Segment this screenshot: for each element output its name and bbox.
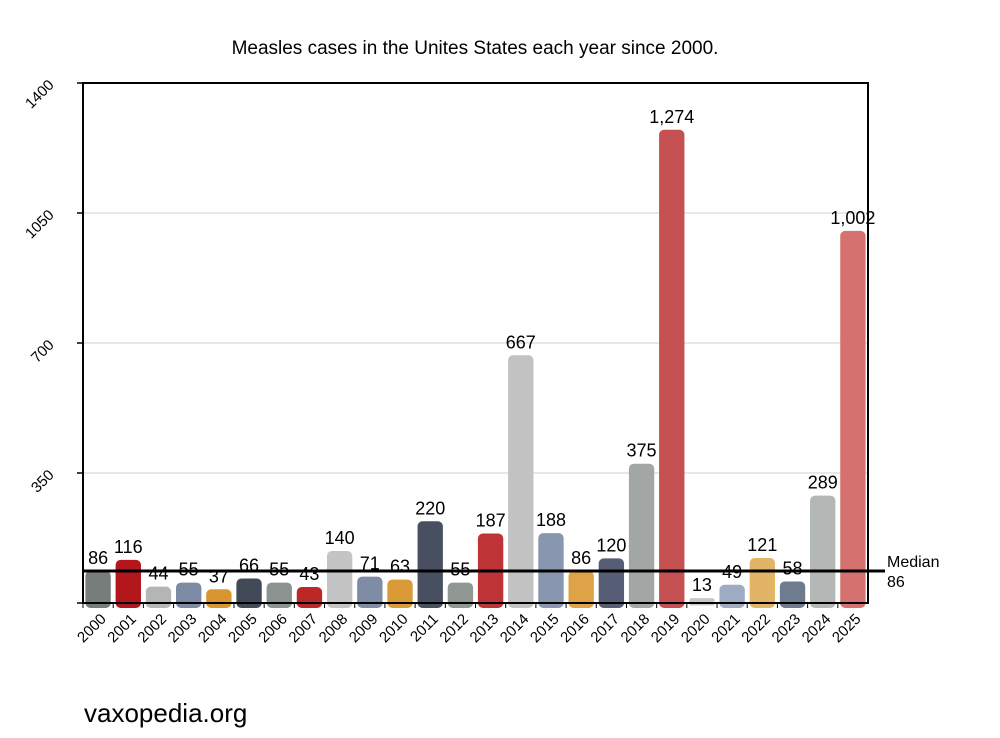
x-tick-label: 2004	[195, 611, 231, 647]
bar	[719, 584, 745, 608]
value-label: 44	[148, 564, 168, 584]
value-label: 140	[325, 528, 355, 548]
value-label: 120	[596, 535, 626, 555]
value-label: 63	[390, 557, 410, 577]
x-tick-label: 2011	[407, 611, 442, 646]
x-tick-label: 2003	[165, 611, 201, 647]
value-label: 86	[571, 548, 591, 568]
plot-frame	[82, 82, 869, 604]
source-credit: vaxopedia.org	[84, 698, 248, 728]
x-tick-label: 2000	[74, 611, 110, 647]
median: Median 86	[83, 554, 939, 591]
bar	[779, 581, 806, 608]
bar	[85, 571, 111, 608]
x-tick-label: 2014	[497, 611, 533, 647]
x-tick-label: 2022	[738, 611, 774, 647]
x-tick-label: 2002	[134, 611, 170, 647]
value-labels: 8611644553766554314071632205518766718886…	[88, 107, 875, 595]
y-tick-label: 1400	[22, 77, 58, 113]
bar	[266, 582, 292, 608]
bar	[236, 578, 262, 608]
bar	[810, 495, 836, 608]
median-label: Median	[887, 554, 939, 571]
bar	[206, 589, 232, 608]
value-label: 667	[506, 332, 536, 352]
x-tick-label: 2007	[285, 611, 321, 647]
bar	[145, 586, 172, 608]
value-label: 13	[692, 575, 712, 595]
x-tick-label: 2008	[316, 611, 352, 647]
x-tick-label: 2019	[648, 611, 684, 647]
x-tick-label: 2024	[799, 611, 835, 647]
bar	[568, 571, 594, 608]
gridlines	[83, 212, 868, 474]
value-label: 116	[114, 537, 143, 557]
bar	[689, 598, 715, 606]
y-tick-label: 350	[28, 467, 58, 497]
x-tick-label: 2015	[527, 611, 563, 647]
x-tick-label: 2016	[557, 611, 593, 647]
x-tick-label: 2013	[467, 611, 503, 647]
value-label: 43	[299, 564, 319, 584]
bar	[628, 463, 655, 608]
x-tick-label: 2012	[436, 611, 472, 647]
x-tick-label: 2017	[587, 611, 623, 647]
x-tick-label: 2010	[376, 611, 412, 647]
bar	[840, 230, 866, 609]
x-tick-label: 2018	[618, 611, 654, 647]
value-label: 1,274	[649, 107, 694, 127]
bar	[326, 551, 353, 608]
value-label: 220	[415, 498, 445, 518]
value-label: 188	[536, 510, 566, 530]
x-tick-label: 2001	[104, 611, 140, 647]
bar	[659, 129, 685, 609]
value-label: 58	[783, 558, 803, 578]
x-tick-label: 2006	[255, 611, 291, 647]
x-tick-label: 2021	[708, 611, 744, 647]
x-tick-label: 2020	[678, 611, 714, 647]
y-tick-label: 1050	[22, 207, 58, 243]
value-label: 187	[476, 511, 506, 531]
value-label: 71	[360, 554, 380, 574]
x-tick-label: 2009	[346, 611, 382, 647]
x-tick-label: 2023	[769, 611, 805, 647]
value-label: 37	[209, 566, 229, 586]
bar	[175, 582, 202, 608]
bar	[417, 521, 443, 608]
bar	[387, 579, 413, 608]
x-tick-label: 2025	[829, 611, 865, 647]
axes: 3507001050140020002001200220032004200520…	[22, 77, 869, 647]
bar	[357, 576, 383, 608]
bar	[296, 587, 323, 608]
value-label: 375	[627, 441, 657, 461]
value-label: 86	[88, 548, 108, 568]
y-tick-label: 700	[28, 337, 58, 367]
bar	[447, 582, 474, 608]
chart-title: Measles cases in the Unites States each …	[231, 38, 719, 59]
bar	[115, 559, 141, 608]
x-tick-label: 2005	[225, 611, 261, 647]
bar	[749, 558, 776, 608]
value-label: 289	[808, 473, 838, 493]
bar	[598, 558, 625, 608]
median-value: 86	[887, 574, 905, 591]
value-label: 121	[747, 535, 777, 555]
bar	[508, 355, 534, 608]
value-label: 1,002	[830, 208, 875, 228]
